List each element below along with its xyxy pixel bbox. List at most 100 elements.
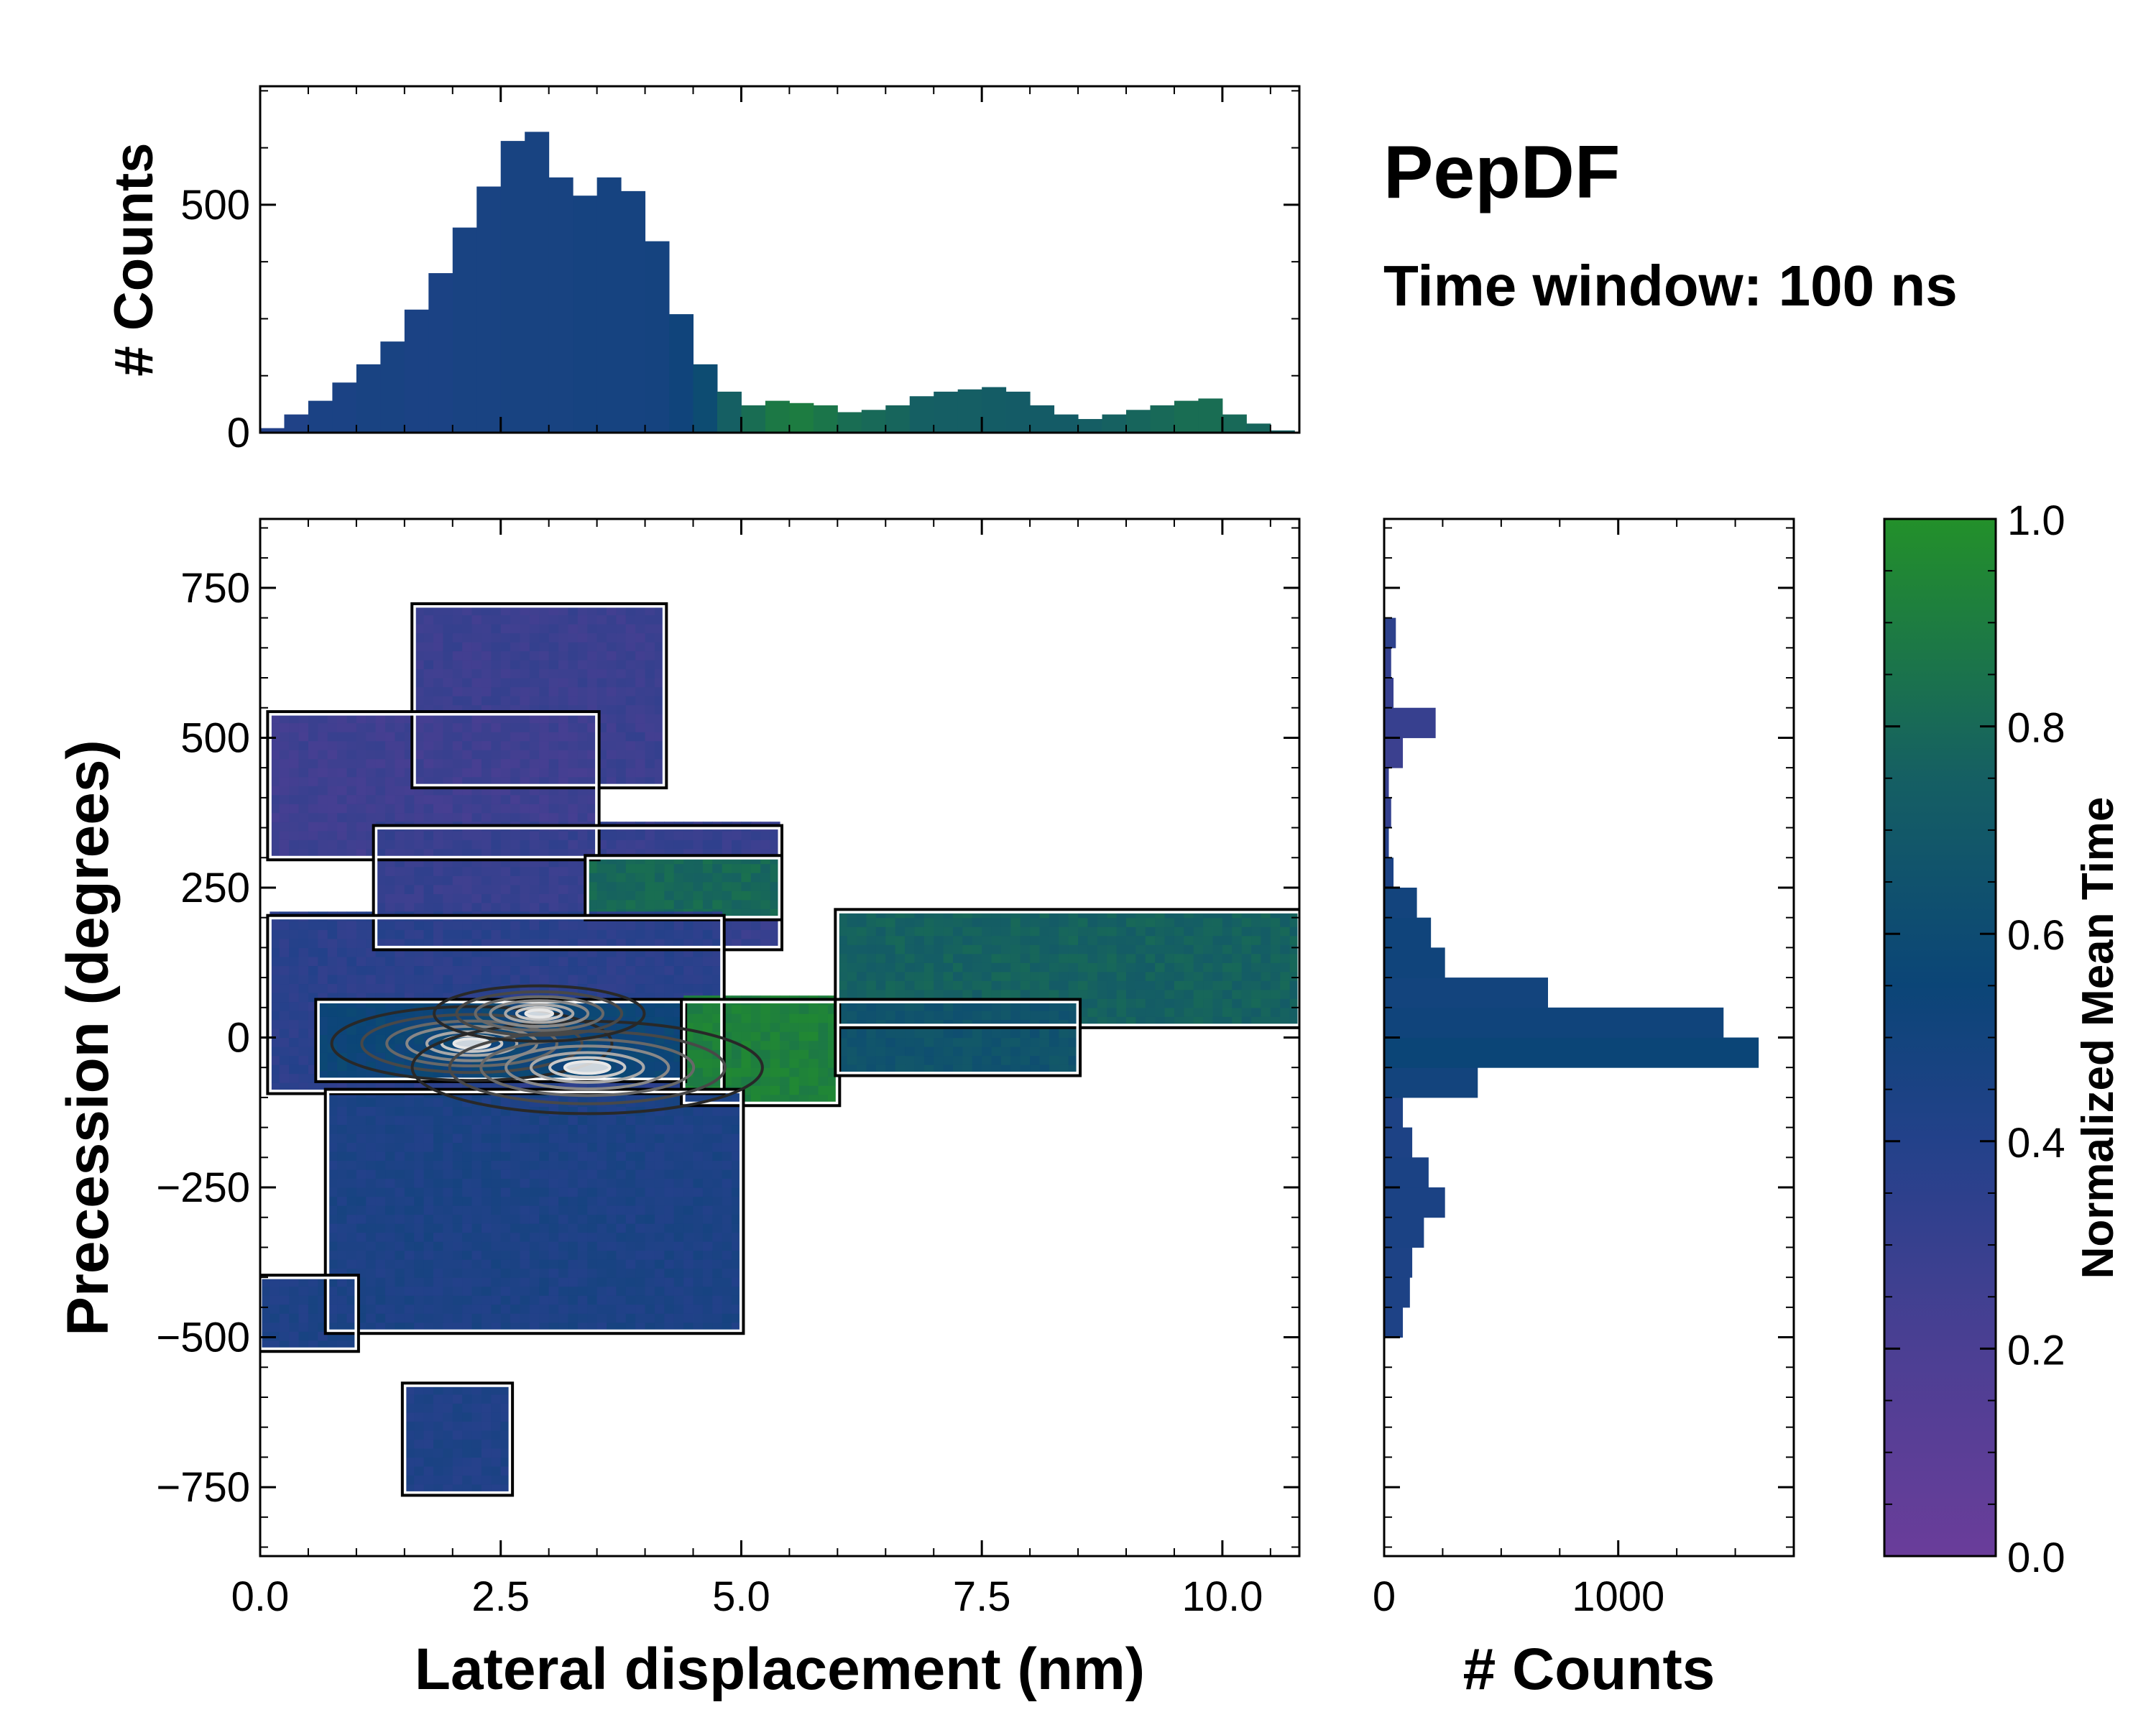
heatmap-cell: [635, 938, 646, 948]
heatmap-cell: [510, 938, 521, 948]
heatmap-cell: [943, 980, 954, 990]
heatmap-cell: [520, 615, 530, 625]
heatmap-cell: [452, 1133, 463, 1144]
heatmap-cell: [596, 899, 607, 909]
heatmap-cell: [433, 893, 443, 903]
heatmap-cell: [664, 920, 675, 930]
heatmap-cell: [385, 840, 396, 850]
heatmap-cell: [1049, 1055, 1059, 1065]
heatmap-cell: [395, 732, 405, 742]
heatmap-cell: [635, 956, 646, 967]
heatmap-cell: [423, 1268, 434, 1278]
heatmap-cell: [289, 1010, 300, 1021]
heatmap-cell: [395, 902, 405, 912]
heatmap-cell: [548, 1259, 559, 1269]
heatmap-cell: [568, 605, 579, 616]
heatmap-cell: [510, 1304, 521, 1314]
heatmap-cell: [568, 794, 579, 804]
heatmap-cell: [1174, 953, 1184, 963]
heatmap-cell: [577, 1097, 588, 1108]
heatmap-cell: [962, 980, 973, 990]
heatmap-cell: [481, 884, 492, 894]
heatmap-cell: [558, 1268, 569, 1278]
heatmap-cell: [395, 740, 405, 750]
heatmap-cell: [462, 1295, 473, 1305]
heatmap-cell: [645, 732, 655, 742]
heatmap-cell: [520, 902, 530, 912]
heatmap-cell: [298, 812, 309, 822]
heatmap-cell: [1261, 935, 1271, 945]
heatmap-cell: [375, 840, 386, 850]
heatmap-cell: [462, 1124, 473, 1134]
heatmap-cell: [972, 953, 982, 963]
heatmap-cell: [462, 605, 473, 616]
heatmap-cell: [270, 965, 280, 975]
heatmap-cell: [423, 641, 434, 652]
heatmap-cell: [577, 956, 588, 967]
heatmap-cell: [962, 944, 973, 954]
heatmap-cell: [847, 1010, 857, 1021]
heatmap-cell: [491, 758, 502, 768]
heatmap-cell: [664, 891, 675, 901]
heatmap-cell: [539, 623, 550, 634]
heatmap-cell: [346, 1169, 357, 1179]
heatmap-cell: [346, 812, 357, 822]
heatmap-cell: [520, 1133, 530, 1144]
heatmap-cell: [780, 1022, 790, 1032]
heatmap-cell: [356, 732, 367, 742]
heatmap-cell: [953, 1028, 963, 1039]
heatmap-cell: [375, 884, 386, 894]
heatmap-cell: [1087, 998, 1098, 1008]
heatmap-cell: [510, 732, 521, 742]
heatmap-cell: [433, 1277, 443, 1287]
heatmap-cell: [596, 1187, 607, 1197]
heatmap-cell: [577, 605, 588, 616]
heatmap-cell: [635, 623, 646, 634]
heatmap-cell: [1000, 1037, 1011, 1047]
top-histogram-bar: [284, 414, 309, 433]
heatmap-cell: [780, 1049, 790, 1059]
heatmap-cell: [596, 1268, 607, 1278]
heatmap-cell: [279, 1073, 290, 1083]
heatmap-cell: [491, 1205, 502, 1215]
heatmap-cell: [577, 840, 588, 850]
heatmap-cell: [1126, 989, 1136, 999]
heatmap-cell: [548, 623, 559, 634]
heatmap-cell: [346, 1214, 357, 1224]
heatmap-cell: [818, 1049, 829, 1059]
heatmap-cell: [414, 1043, 425, 1053]
heatmap-cell: [346, 1142, 357, 1152]
heatmap-cell: [635, 983, 646, 993]
heatmap-cell: [1212, 917, 1223, 927]
heatmap-cell: [385, 750, 396, 760]
heatmap-cell: [568, 615, 579, 625]
heatmap-cell: [337, 1178, 348, 1188]
heatmap-cell: [510, 714, 521, 724]
heatmap-cell: [491, 1115, 502, 1126]
heatmap-cell: [934, 953, 944, 963]
heatmap-cell: [414, 956, 425, 967]
heatmap-cell: [520, 1160, 530, 1170]
heatmap-cell: [366, 1277, 377, 1287]
heatmap-cell: [568, 740, 579, 750]
heatmap-cell: [914, 962, 925, 972]
heatmap-cell: [539, 840, 550, 850]
heatmap-cell: [539, 1142, 550, 1152]
heatmap-cell: [289, 740, 300, 750]
heatmap-cell: [577, 812, 588, 822]
heatmap-cell: [1241, 980, 1252, 990]
heatmap-cell: [433, 902, 443, 912]
heatmap-cell: [414, 929, 425, 939]
heatmap-cell: [385, 902, 396, 912]
heatmap-cell: [356, 768, 367, 778]
heatmap-cell: [366, 1196, 377, 1206]
heatmap-cell: [616, 696, 627, 706]
heatmap-cell: [404, 830, 415, 840]
heatmap-cell: [529, 974, 540, 985]
heatmap-cell: [481, 893, 492, 903]
heatmap-cell: [808, 1031, 819, 1041]
heatmap-cell: [539, 866, 550, 876]
heatmap-cell: [1164, 944, 1175, 954]
heatmap-cell: [337, 1124, 348, 1134]
heatmap-cell: [596, 1313, 607, 1323]
